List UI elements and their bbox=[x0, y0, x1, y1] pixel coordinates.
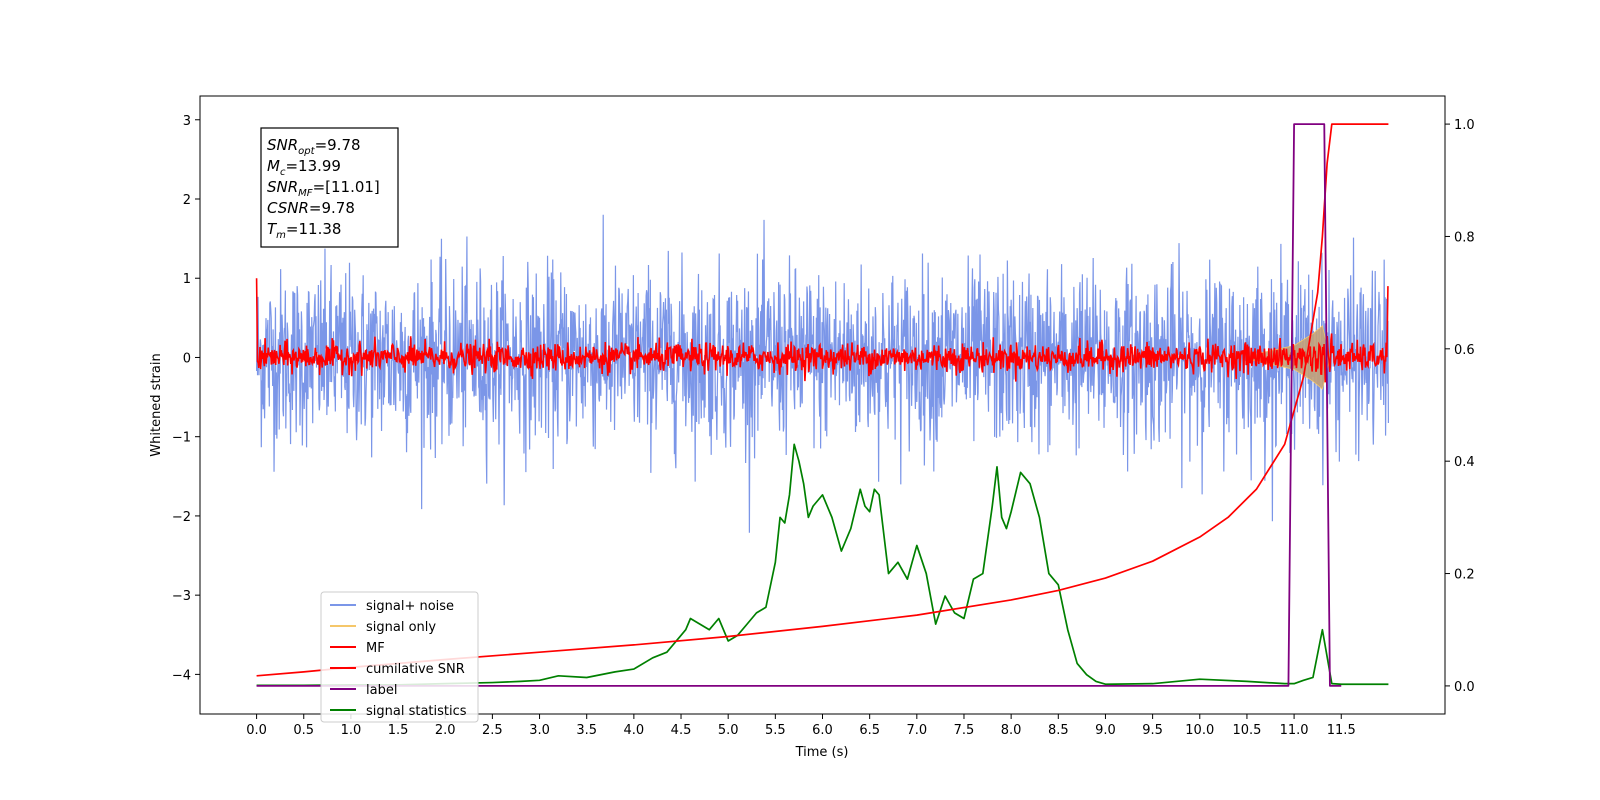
x-tick-label: 2.5 bbox=[482, 723, 503, 738]
y-tick-label: −2 bbox=[172, 510, 191, 525]
y-tick-label: 0 bbox=[183, 351, 191, 366]
y-tick-label: −1 bbox=[172, 431, 191, 446]
series-mf bbox=[255, 278, 1389, 383]
legend-entry: MF bbox=[366, 641, 385, 656]
stats-line: CSNR bbox=[267, 199, 309, 217]
legend-frame bbox=[320, 591, 479, 723]
x-tick-label: 4.0 bbox=[624, 723, 645, 738]
x-tick-label: 2.0 bbox=[435, 723, 456, 738]
y-tick-label: −4 bbox=[172, 668, 191, 683]
x-tick-label: 9.5 bbox=[1142, 723, 1163, 738]
x-tick-label: 11.0 bbox=[1280, 723, 1309, 738]
y2-tick-label: 0.0 bbox=[1454, 680, 1475, 695]
x-tick-label: 1.0 bbox=[341, 723, 362, 738]
legend-entry: signal only bbox=[366, 620, 436, 635]
x-tick-label: 9.0 bbox=[1095, 723, 1116, 738]
legend-entry: signal statistics bbox=[366, 704, 467, 719]
x-tick-label: 7.0 bbox=[906, 723, 927, 738]
y2-tick-label: 0.4 bbox=[1454, 455, 1475, 470]
x-tick-label: 11.5 bbox=[1327, 723, 1356, 738]
x-tick-label: 3.0 bbox=[529, 723, 550, 738]
y-axis-left: 3 2 1 0 −1 −2 −3 −4 bbox=[172, 114, 200, 683]
legend-entry: label bbox=[366, 683, 397, 698]
y2-tick-label: 0.2 bbox=[1454, 568, 1475, 583]
stats-line: SNR bbox=[267, 136, 298, 154]
x-tick-label: 5.5 bbox=[765, 723, 786, 738]
y-tick-label: −3 bbox=[172, 589, 191, 604]
plot-area bbox=[255, 123, 1390, 687]
stats-box: SNRopt=9.78 Mc=13.99 SNRMF=[11.01] CSNR=9.7… bbox=[260, 127, 399, 248]
stats-lines: SNRopt=9.78 Mc=13.99 SNRMF=[11.01] CSNR=9.7… bbox=[267, 136, 380, 241]
series-signal-statistics bbox=[256, 443, 1389, 687]
x-tick-label: 7.5 bbox=[954, 723, 975, 738]
x-tick-label: 5.0 bbox=[718, 723, 739, 738]
y2-tick-label: 0.6 bbox=[1454, 343, 1475, 358]
legend: signal+ noise signal only MF cumilative SNR… bbox=[320, 591, 479, 723]
series-label bbox=[256, 123, 1342, 687]
x-tick-label: 0.5 bbox=[293, 723, 314, 738]
x-tick-label: 0.0 bbox=[246, 723, 267, 738]
x-tick-label: 8.5 bbox=[1048, 723, 1069, 738]
y-tick-label: 1 bbox=[183, 272, 191, 287]
y-axis-label: Whitened strain bbox=[149, 353, 164, 456]
y2-tick-label: 0.8 bbox=[1454, 230, 1475, 245]
series-cumulative-snr bbox=[256, 123, 1389, 677]
stats-line: T bbox=[267, 220, 278, 238]
x-tick-label: 3.5 bbox=[576, 723, 597, 738]
x-tick-label: 1.5 bbox=[388, 723, 409, 738]
x-axis: 0.0 0.5 1.0 1.5 2.0 2.5 3.0 3.5 4.0 4.5 5.0 5.5 6.0 6… bbox=[246, 714, 1356, 738]
stats-line: SNR bbox=[267, 178, 298, 196]
x-tick-label: 8.0 bbox=[1001, 723, 1022, 738]
y-axis-right: 1.0 0.8 0.6 0.4 0.2 0.0 bbox=[1445, 118, 1475, 695]
stats-box-frame bbox=[260, 127, 399, 248]
legend-entry: signal+ noise bbox=[366, 599, 454, 614]
x-axis-label: Time (s) bbox=[795, 745, 849, 760]
stats-line: M bbox=[267, 157, 280, 175]
x-tick-label: 10.5 bbox=[1232, 723, 1261, 738]
y-tick-label: 3 bbox=[183, 114, 191, 129]
x-tick-label: 4.5 bbox=[671, 723, 692, 738]
x-tick-label: 10.0 bbox=[1185, 723, 1214, 738]
legend-entry: cumilative SNR bbox=[366, 662, 465, 677]
y-tick-label: 2 bbox=[183, 193, 191, 208]
x-tick-label: 6.0 bbox=[812, 723, 833, 738]
x-tick-label: 6.5 bbox=[859, 723, 880, 738]
y2-tick-label: 1.0 bbox=[1454, 118, 1475, 133]
